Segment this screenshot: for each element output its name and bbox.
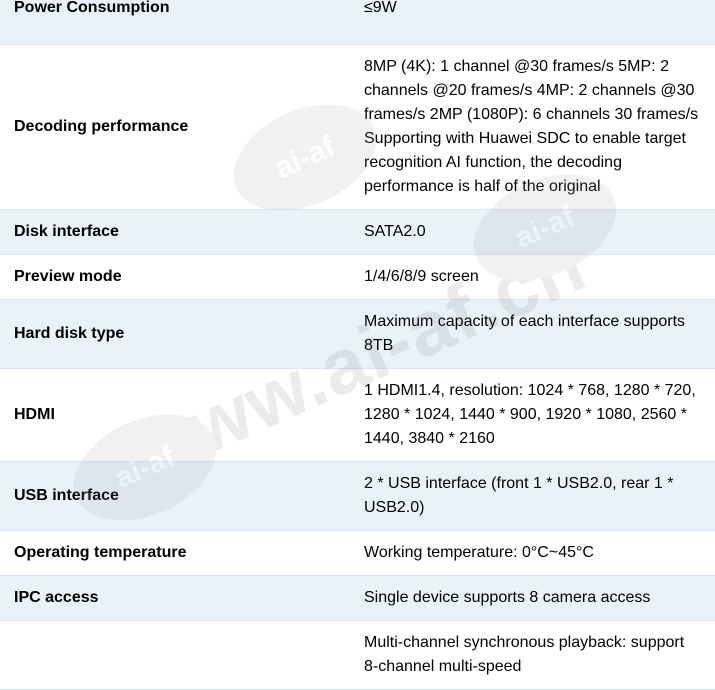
table-row: HDMI1 HDMI1.4, resolution: 1024 * 768, 1… xyxy=(0,369,715,462)
spec-label: HDMI xyxy=(0,369,350,462)
table-row: Disk interfaceSATA2.0 xyxy=(0,210,715,255)
spec-value: Multi-channel synchronous playback: supp… xyxy=(350,621,715,690)
table-row: Operating temperatureWorking temperature… xyxy=(0,531,715,576)
table-row: Decoding performance8MP (4K): 1 channel … xyxy=(0,45,715,210)
spec-label: IPC access xyxy=(0,576,350,621)
spec-value: 2 * USB interface (front 1 * USB2.0, rea… xyxy=(350,462,715,531)
spec-value: 1/4/6/8/9 screen xyxy=(350,255,715,300)
spec-value: Maximum capacity of each interface suppo… xyxy=(350,300,715,369)
spec-label: Preview mode xyxy=(0,255,350,300)
spec-value: Single device supports 8 camera access xyxy=(350,576,715,621)
spec-label: Disk interface xyxy=(0,210,350,255)
spec-table: Power Consumption≤9WDecoding performance… xyxy=(0,0,715,690)
spec-value: SATA2.0 xyxy=(350,210,715,255)
spec-value: 1 HDMI1.4, resolution: 1024 * 768, 1280 … xyxy=(350,369,715,462)
spec-label: Hard disk type xyxy=(0,300,350,369)
table-row: Preview mode1/4/6/8/9 screen xyxy=(0,255,715,300)
table-row: USB interface2 * USB interface (front 1 … xyxy=(0,462,715,531)
spec-table-body: Power Consumption≤9WDecoding performance… xyxy=(0,0,715,690)
spec-label xyxy=(0,621,350,690)
table-row: IPC accessSingle device supports 8 camer… xyxy=(0,576,715,621)
spec-label: Decoding performance xyxy=(0,45,350,210)
spec-value: Working temperature: 0°C~45°C xyxy=(350,531,715,576)
spec-label: Operating temperature xyxy=(0,531,350,576)
table-row: Power Consumption≤9W xyxy=(0,0,715,45)
spec-value: ≤9W xyxy=(350,0,715,45)
spec-label: USB interface xyxy=(0,462,350,531)
spec-label: Power Consumption xyxy=(0,0,350,45)
table-row: Multi-channel synchronous playback: supp… xyxy=(0,621,715,690)
table-row: Hard disk typeMaximum capacity of each i… xyxy=(0,300,715,369)
spec-table-container: Power Consumption≤9WDecoding performance… xyxy=(0,0,715,690)
spec-value: 8MP (4K): 1 channel @30 frames/s 5MP: 2 … xyxy=(350,45,715,210)
